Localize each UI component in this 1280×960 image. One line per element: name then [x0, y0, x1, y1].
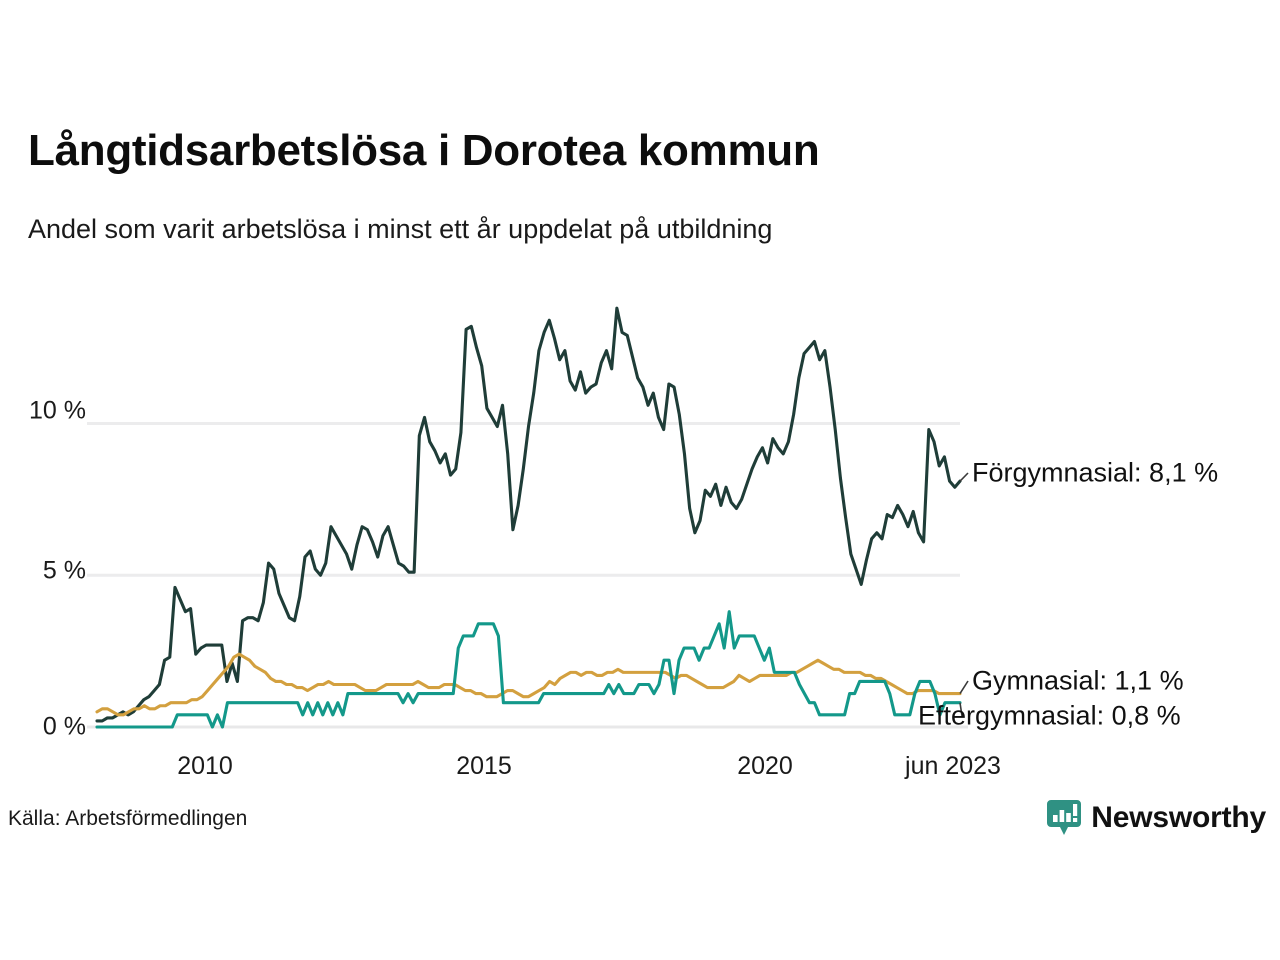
x-axis-tick-jun-2023: jun 2023: [905, 752, 1001, 780]
series-label-gymnasial: Gymnasial: 1,1 %: [972, 665, 1184, 696]
leader-line-gymnasial: [959, 680, 969, 695]
legend-leader-lines: [959, 472, 969, 717]
x-axis-tick-2020: 2020: [737, 752, 793, 780]
leader-line-eftergymnasial: [959, 702, 963, 717]
y-axis-tick-label: 10 %: [29, 396, 86, 425]
leader-line-förgymnasial: [959, 472, 969, 482]
y-axis-tick-label: 5 %: [42, 556, 86, 585]
series-line-gymnasial: [95, 652, 962, 717]
newsworthy-logo: Newsworthy: [1046, 796, 1266, 840]
page-title: Långtidsarbetslösa i Dorotea kommun: [28, 126, 820, 175]
gridlines-group: [87, 421, 968, 729]
series-label-eftergymnasial: Eftergymnasial: 0,8 %: [918, 700, 1181, 731]
x-axis-tick-2015: 2015: [456, 752, 512, 780]
series-label-forgymnasial: Förgymnasial: 8,1 %: [972, 457, 1219, 488]
brand-wordmark: Newsworthy: [1091, 801, 1266, 834]
chart-subtitle: Andel som varit arbetslösa i minst ett å…: [28, 214, 773, 244]
series-line-eftergymnasial: [95, 610, 962, 729]
y-axis-tick-label: 0 %: [42, 712, 86, 741]
series-line-förgymnasial: [95, 306, 962, 723]
source-note: Källa: Arbetsförmedlingen: [8, 807, 248, 830]
chart-bubble-icon: [1046, 798, 1082, 838]
x-axis-tick-2010: 2010: [177, 752, 233, 780]
series-group: [95, 306, 962, 729]
chart-bubble-icon-svg: [1047, 800, 1082, 835]
